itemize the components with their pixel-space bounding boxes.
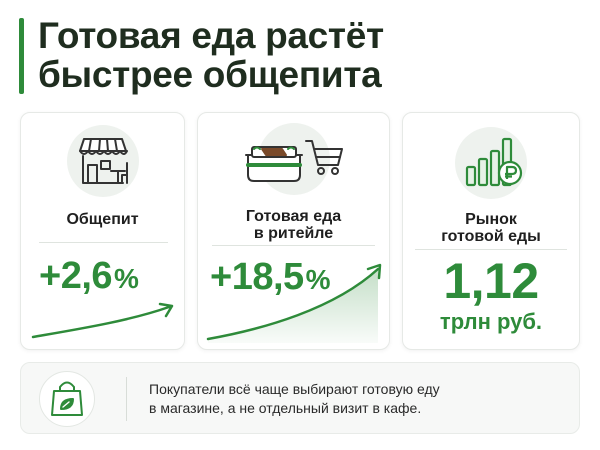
card-label: Готовая еда в ритейле	[198, 208, 389, 242]
footer-note: Покупатели всё чаще выбирают готовую еду…	[20, 362, 580, 434]
footer-text-line-1: Покупатели всё чаще выбирают готовую еду	[149, 381, 440, 397]
card-label-line-1: Рынок	[465, 211, 517, 228]
footer-text: Покупатели всё чаще выбирают готовую еду…	[149, 380, 440, 418]
market-size-value: 1,12 трлн руб.	[403, 253, 579, 335]
card-label: Общепит	[21, 211, 184, 228]
card-market-size: Рынок готовой еды 1,12 трлн руб.	[402, 112, 580, 350]
cafe-storefront-icon	[79, 138, 128, 184]
page-title: Готовая еда растёт быстрее общепита	[38, 16, 384, 94]
card-divider	[415, 249, 567, 250]
value-unit: %	[114, 263, 139, 294]
title-line-1: Готовая еда растёт	[38, 15, 384, 56]
growth-arrow-icon	[31, 302, 174, 339]
card-retail-ready-food: Готовая еда в ритейле +18,5%	[197, 112, 390, 350]
footer-divider	[126, 377, 127, 421]
value-number: +2,6	[39, 255, 113, 297]
growth-arrow-icon	[206, 263, 382, 343]
footer-text-line-2: в магазине, а не отдельный визит в кафе.	[149, 400, 422, 416]
value-number: +18,5	[210, 256, 304, 298]
card-divider	[39, 242, 168, 243]
value-unit: %	[305, 264, 331, 295]
retail-growth-value: +18,5%	[210, 256, 331, 299]
card-label-line-2: в ритейле	[253, 225, 334, 242]
eco-shopping-bag-icon	[51, 381, 83, 416]
catering-growth-value: +2,6%	[39, 255, 139, 298]
card-label-line: Общепит	[66, 211, 139, 228]
title-accent-bar	[19, 18, 24, 94]
card-label-line-2: готовой еды	[441, 228, 541, 245]
value-unit: трлн руб.	[439, 309, 543, 334]
ruble-growth-chart-icon	[465, 137, 523, 187]
ready-meal-cart-icon	[245, 140, 343, 182]
card-label-line-1: Готовая еда	[245, 208, 342, 225]
card-divider	[212, 245, 375, 246]
card-catering: Общепит +2,6%	[20, 112, 185, 350]
title-block: Готовая еда растёт быстрее общепита	[19, 16, 384, 94]
card-label: Рынок готовой еды	[403, 211, 579, 245]
value-number: 1,12	[443, 253, 539, 309]
title-line-2: быстрее общепита	[38, 54, 382, 95]
